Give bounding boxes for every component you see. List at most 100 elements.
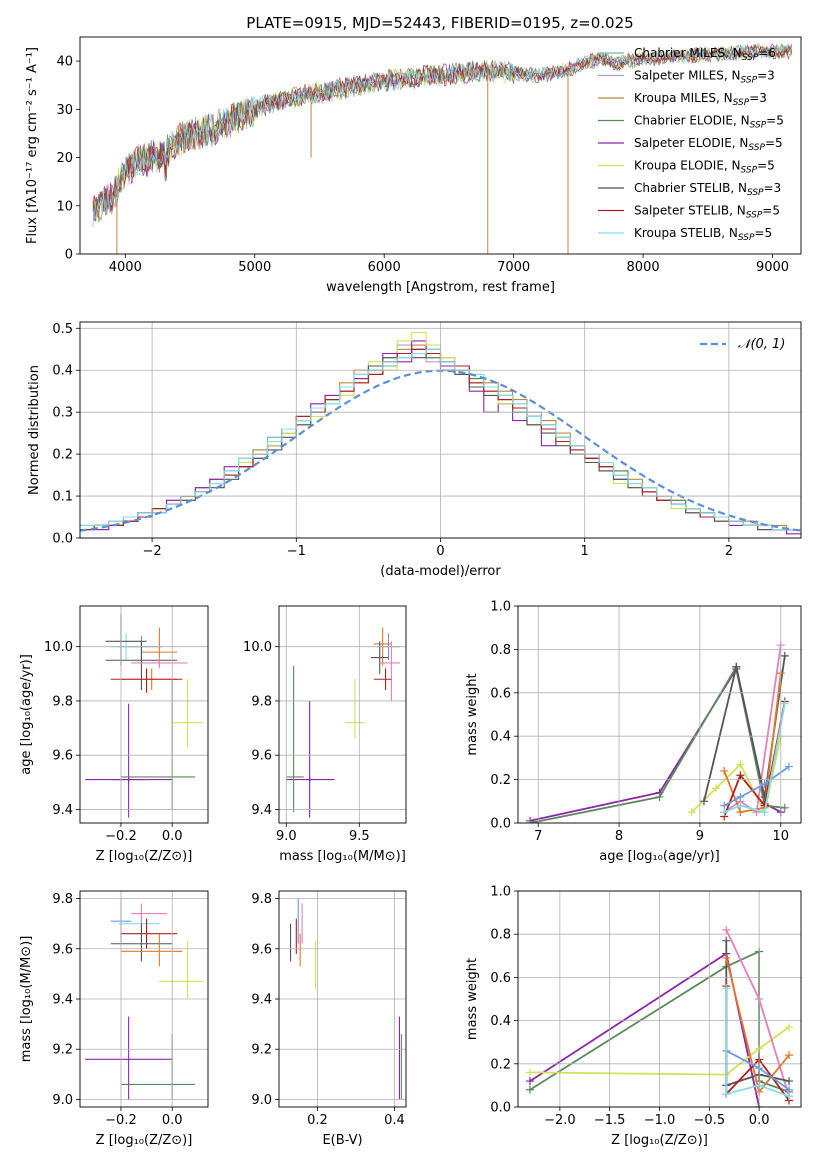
legend-entry: Kroupa MILES, NSSP=3 xyxy=(634,91,767,108)
data-point-marker xyxy=(722,925,731,934)
y-axis-label: Flux [fλ10⁻¹⁷ erg cm⁻² s⁻¹ A⁻¹] xyxy=(25,47,40,244)
y-tick-label: 0.0 xyxy=(490,1101,511,1116)
data-point-marker xyxy=(736,771,745,780)
y-axis-label: age [log₁₀(age/yr)] xyxy=(19,654,34,775)
y-tick-label: 9.6 xyxy=(251,749,272,764)
x-axis-label: Z [log₁₀(Z/Z⊙)] xyxy=(611,1133,708,1148)
weight-line xyxy=(723,765,790,807)
y-tick-label: 0.1 xyxy=(52,490,73,505)
data-point-marker xyxy=(780,651,789,660)
legend-entry: Salpeter MILES, NSSP=3 xyxy=(634,69,775,86)
y-tick-label: 0.2 xyxy=(490,773,511,788)
x-axis-label: E(B-V) xyxy=(322,1133,362,1148)
weight-line xyxy=(725,929,790,1097)
x-tick-label: 10 xyxy=(773,829,790,844)
y-tick-label: 0.0 xyxy=(490,817,511,832)
weight-line xyxy=(723,673,782,814)
y-tick-label: 0.3 xyxy=(52,406,73,421)
plot-area xyxy=(92,42,793,254)
data-point-marker xyxy=(785,1051,794,1060)
y-tick-label: 9.6 xyxy=(52,749,73,764)
data-point-marker xyxy=(525,1085,534,1094)
data-point-marker xyxy=(736,801,745,810)
y-axis-label: Normed distribution xyxy=(27,365,42,495)
y-tick-label: 20 xyxy=(56,151,73,166)
y-tick-label: 40 xyxy=(56,55,73,70)
data-point-marker xyxy=(720,808,729,817)
weight-line xyxy=(723,644,782,814)
x-tick-label: 0.4 xyxy=(384,1113,405,1128)
spectrum-line-salpeter-stelib xyxy=(92,44,793,219)
panel-mass_weight_vs_Z: −2.0 −1.5 −1.0 −0.5 0.0 0.0 0.2 0.4 0.6 0.8 1.0 Z [… xyxy=(465,885,802,1148)
legend-entry: Salpeter ELODIE, NSSP=5 xyxy=(634,136,783,153)
x-tick-label: −0.5 xyxy=(694,1113,726,1128)
y-axis-label: mass weight xyxy=(465,958,480,1040)
x-tick-label: 0 xyxy=(436,544,444,559)
x-tick-label: 9.0 xyxy=(276,829,297,844)
x-tick-label: 8000 xyxy=(627,260,660,275)
data-point-marker xyxy=(780,803,789,812)
y-tick-label: 0.2 xyxy=(52,448,73,463)
data-point-marker xyxy=(785,1023,794,1032)
y-tick-label: 10 xyxy=(56,199,73,214)
panel-age_vs_Z: −0.2 0.0 9.4 9.6 9.8 10.0 Z [log₁₀(Z/Z⊙)] age [… xyxy=(19,605,209,864)
x-tick-label: −2.0 xyxy=(544,1113,576,1128)
y-tick-label: 9.4 xyxy=(52,803,73,818)
panel-mass_vs_ebv: 0.2 0.4 9.0 9.2 9.4 9.6 9.8 E(B-V) xyxy=(251,890,407,1148)
data-point-marker xyxy=(722,1090,731,1099)
y-tick-label: 9.0 xyxy=(52,1093,73,1108)
data-point-marker xyxy=(712,784,721,793)
y-tick-label: 9.2 xyxy=(52,1043,73,1058)
data-point-marker xyxy=(785,1092,794,1101)
x-tick-label: −1 xyxy=(287,544,306,559)
axes-frame xyxy=(278,890,407,1108)
x-tick-label: −0.2 xyxy=(105,1113,137,1128)
weight-line xyxy=(529,952,760,1107)
data-point-marker xyxy=(732,662,741,671)
x-tick-label: 9.5 xyxy=(349,829,370,844)
plot-area xyxy=(85,614,203,818)
data-point-marker xyxy=(525,1077,534,1086)
axes-frame xyxy=(278,605,407,824)
y-tick-label: 9.6 xyxy=(251,942,272,957)
y-tick-label: 1.0 xyxy=(490,885,511,900)
data-point-marker xyxy=(655,792,664,801)
data-point-marker xyxy=(760,808,769,817)
y-tick-label: 9.4 xyxy=(52,993,73,1008)
axes-frame xyxy=(79,321,802,539)
weight-line xyxy=(529,664,785,823)
y-axis-label: mass weight xyxy=(465,673,480,755)
y-tick-label: 0.8 xyxy=(490,928,511,943)
x-tick-label: 7000 xyxy=(497,260,530,275)
legend-entry: Kroupa STELIB, NSSP=5 xyxy=(634,226,772,243)
legend-entry: Salpeter STELIB, NSSP=5 xyxy=(634,204,780,221)
y-tick-label: 0.0 xyxy=(52,532,73,547)
y-tick-label: 0.6 xyxy=(490,971,511,986)
x-tick-label: 9 xyxy=(696,829,704,844)
weight-line xyxy=(725,957,790,1094)
data-point-marker xyxy=(699,797,708,806)
y-tick-label: 1.0 xyxy=(490,600,511,615)
data-point-marker xyxy=(722,936,731,945)
panel-residuals: −2 −1 0 1 2 0.0 0.1 0.2 0.3 0.4 0.5 (data-model)/er… xyxy=(27,321,802,579)
x-tick-label: 0.0 xyxy=(162,829,183,844)
x-tick-label: 9000 xyxy=(756,260,789,275)
y-tick-label: 0.6 xyxy=(490,686,511,701)
y-tick-label: 0.4 xyxy=(52,364,73,379)
weight-line xyxy=(725,988,790,1098)
y-tick-label: 9.6 xyxy=(52,942,73,957)
x-tick-label: 4000 xyxy=(109,260,142,275)
legend-entry: Chabrier ELODIE, NSSP=5 xyxy=(634,114,784,131)
y-tick-label: 0.4 xyxy=(490,730,511,745)
y-tick-label: 0 xyxy=(65,248,73,263)
x-tick-label: −2 xyxy=(143,544,162,559)
plot-area xyxy=(286,627,401,818)
axes-frame xyxy=(79,605,209,824)
axes-frame xyxy=(79,890,209,1108)
y-tick-label: 0.2 xyxy=(490,1057,511,1072)
x-tick-label: −1.0 xyxy=(644,1113,676,1128)
x-tick-label: 0.0 xyxy=(162,1113,183,1128)
data-point-marker xyxy=(722,953,731,962)
x-tick-label: 2 xyxy=(725,544,733,559)
data-point-marker xyxy=(525,1068,534,1077)
